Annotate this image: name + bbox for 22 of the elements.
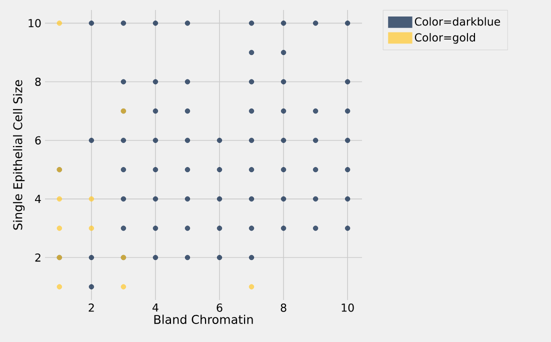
- point: [120, 284, 126, 290]
- x-tick-label: 2: [88, 304, 94, 312]
- y-axis-title: Single Epithelial Cell Size: [13, 80, 25, 230]
- y-tick-label: 2: [35, 253, 40, 262]
- x-tick-label: 4: [152, 304, 158, 312]
- point: [56, 226, 62, 231]
- x-tick-label: 8: [280, 304, 286, 312]
- x-tick-label: 6: [216, 304, 222, 312]
- y-tick-label: 4: [35, 194, 41, 203]
- point: [248, 284, 254, 290]
- y-tick-label: 6: [35, 136, 41, 145]
- point: [56, 196, 62, 202]
- y-tick-label: 10: [28, 19, 41, 28]
- x-axis-title: Bland Chromatin: [154, 314, 253, 324]
- point: [56, 284, 62, 290]
- point: [56, 20, 62, 26]
- legend-label: Color=gold: [414, 33, 475, 44]
- x-tick-label: 10: [342, 304, 354, 312]
- point: [88, 226, 94, 231]
- y-tick-label: 8: [35, 78, 41, 86]
- point: [88, 196, 94, 202]
- legend-label: Color=darkblue: [414, 17, 500, 26]
